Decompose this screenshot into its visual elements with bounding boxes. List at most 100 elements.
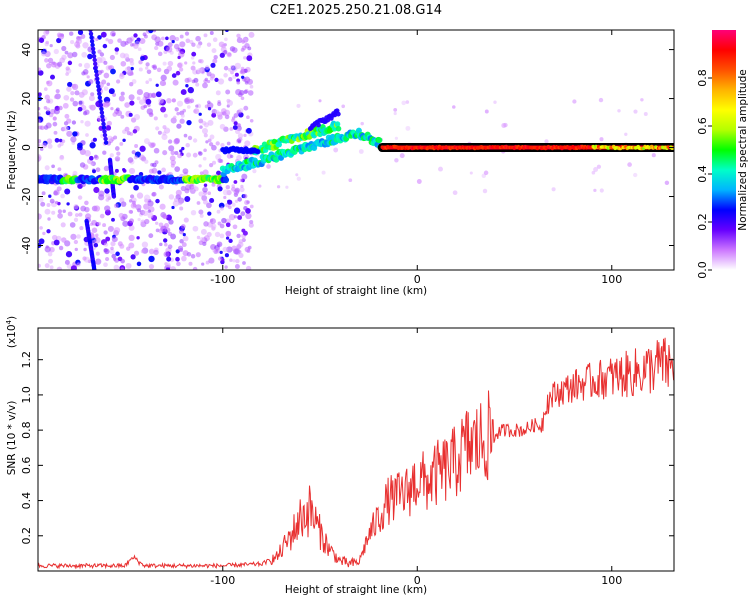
heatmap-noise-point xyxy=(242,193,248,199)
heatmap-noise-point xyxy=(627,162,632,167)
heatmap-noise-point xyxy=(103,165,110,172)
heatmap-noise-point xyxy=(130,66,134,71)
heatmap-noise-point xyxy=(246,200,250,204)
heatmap-noise-point xyxy=(128,218,135,224)
heatmap-noise-point xyxy=(224,37,228,42)
heatmap-noise-point xyxy=(133,184,139,191)
heatmap-noise-point xyxy=(296,103,301,108)
heatmap-noise-point xyxy=(235,258,240,264)
heatmap-noise-point xyxy=(244,80,249,85)
heatmap-noise-point xyxy=(111,217,115,222)
heatmap-noise-point xyxy=(102,150,107,155)
colorbar: 0.0 0.2 0.4 0.6 0.8 Normalized spectral ampl… xyxy=(696,30,749,279)
heatmap-noise-point xyxy=(57,167,62,172)
heatmap-noise-point xyxy=(651,153,656,158)
heatmap-noise-point xyxy=(241,45,247,51)
heatmap-noise-point xyxy=(138,171,144,177)
heatmap-track-point xyxy=(376,137,383,144)
heatmap-noise-point xyxy=(242,261,246,265)
heatmap-noise-point xyxy=(74,213,79,218)
heatmap-noise-point xyxy=(53,189,60,196)
heatmap-noise-point xyxy=(86,75,90,79)
heatmap-noise-point xyxy=(228,213,236,221)
heatmap-noise-point xyxy=(160,36,165,41)
heatmap-noise-point xyxy=(38,238,45,245)
heatmap-noise-point xyxy=(196,235,201,240)
heatmap-noise-point xyxy=(133,43,139,49)
heatmap-noise-point xyxy=(38,143,41,147)
heatmap-noise-point xyxy=(214,231,221,238)
heatmap-noise-point xyxy=(176,261,181,267)
heatmap-noise-point xyxy=(171,39,175,44)
heatmap-noise-point xyxy=(233,207,241,214)
heatmap-noise-point xyxy=(38,92,42,97)
heatmap-noise-point xyxy=(245,127,252,134)
heatmap-noise-point xyxy=(52,116,57,121)
heatmap-noise-point xyxy=(44,263,50,269)
heatmap-noise-point xyxy=(93,154,98,159)
heatmap-noise-point xyxy=(93,243,99,248)
heatmap-noise-point xyxy=(220,142,225,148)
heatmap-noise-point xyxy=(237,215,243,220)
heatmap-noise-point xyxy=(46,138,53,145)
heatmap-noise-point xyxy=(129,82,134,87)
heatmap-streak-point xyxy=(88,31,94,36)
heatmap-noise-point xyxy=(163,113,168,118)
heatmap-noise-point xyxy=(214,77,219,83)
heatmap-noise-point xyxy=(246,55,253,62)
heatmap-noise-point xyxy=(227,199,233,205)
heatmap-noise-point xyxy=(195,104,199,108)
heatmap-noise-point xyxy=(189,98,195,104)
heatmap-noise-point xyxy=(177,55,181,60)
heatmap-noise-point xyxy=(177,245,184,251)
heatmap-noise-point xyxy=(178,201,182,206)
heatmap-noise-point xyxy=(258,184,262,188)
heatmap-noise-point xyxy=(153,147,160,154)
heatmap-noise-point xyxy=(71,51,78,58)
heatmap-noise-point xyxy=(148,248,155,255)
heatmap-noise-point xyxy=(130,72,134,76)
heatmap-noise-point xyxy=(139,37,146,45)
heatmap-noise-point xyxy=(157,170,162,175)
heatmap-noise-point xyxy=(223,195,227,200)
heatmap-noise-point xyxy=(104,188,110,194)
heatmap-noise-point xyxy=(205,140,209,144)
heatmap-noise-point xyxy=(120,267,124,270)
heatmap-noise-point xyxy=(141,241,149,248)
heatmap-noise-point xyxy=(126,130,131,136)
heatmap-noise-point xyxy=(153,116,158,121)
heatmap-noise-point xyxy=(64,113,70,119)
heatmap-noise-point xyxy=(95,167,101,173)
heatmap-noise-point xyxy=(151,167,158,174)
heatmap-noise-point xyxy=(482,188,488,194)
heatmap-noise-point xyxy=(60,222,66,228)
heatmap-streak-point xyxy=(103,136,108,142)
heatmap-noise-point xyxy=(165,262,171,268)
heatmap-noise-point xyxy=(249,204,254,209)
heatmap-noise-point xyxy=(116,151,121,156)
heatmap-noise-point xyxy=(217,78,225,85)
heatmap-noise-point xyxy=(143,203,150,210)
heatmap-noise-point xyxy=(219,250,223,255)
heatmap-noise-point xyxy=(233,180,238,184)
heatmap-noise-point xyxy=(238,252,244,258)
heatmap-noise-point xyxy=(219,52,225,58)
heatmap-noise-point xyxy=(180,185,186,192)
heatmap-noise-point xyxy=(89,142,96,149)
heatmap-noise-point xyxy=(84,213,92,220)
heatmap-noise-point xyxy=(228,238,233,244)
heatmap-noise-point xyxy=(198,209,204,215)
heatmap-noise-point xyxy=(64,259,70,265)
heatmap-noise-point xyxy=(76,262,81,267)
heatmap-noise-point xyxy=(128,224,135,231)
heatmap-noise-point xyxy=(70,233,77,240)
heatmap-noise-point xyxy=(154,45,159,51)
heatmap-noise-point xyxy=(211,160,217,165)
heatmap-noise-point xyxy=(56,266,63,270)
heatmap-noise-point xyxy=(102,43,108,49)
heatmap-noise-point xyxy=(57,209,63,214)
snr-frame xyxy=(37,327,675,572)
heatmap-noise-point xyxy=(148,30,154,34)
heatmap-noise-point xyxy=(155,221,159,225)
heatmap-noise-point xyxy=(44,165,50,171)
